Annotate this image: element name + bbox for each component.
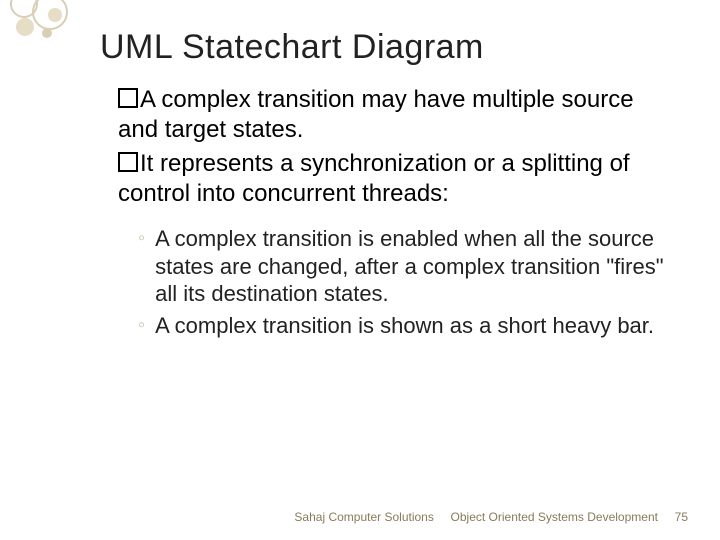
page-number: 75	[675, 510, 688, 524]
sub-bullet-text: A complex transition is enabled when all…	[155, 225, 672, 308]
bullet-text: It represents a synchronization or a spl…	[118, 150, 630, 207]
ring-bullet-icon: ◦	[138, 312, 145, 340]
footer-course: Object Oriented Systems Development	[451, 510, 658, 524]
slide: UML Statechart Diagram A complex transit…	[0, 0, 720, 540]
square-bullet-icon	[118, 152, 138, 172]
bullet-item: A complex transition may have multiple s…	[118, 85, 672, 145]
bullet-item: It represents a synchronization or a spl…	[118, 149, 672, 209]
ring-bullet-icon: ◦	[138, 225, 145, 308]
sub-bullet-item: ◦ A complex transition is enabled when a…	[138, 225, 672, 308]
square-bullet-icon	[118, 88, 138, 108]
bullet-text: A complex transition may have multiple s…	[118, 86, 634, 143]
sub-bullet-list: ◦ A complex transition is enabled when a…	[118, 225, 672, 339]
footer-org: Sahaj Computer Solutions	[294, 510, 433, 524]
slide-footer: Sahaj Computer Solutions Object Oriented…	[294, 510, 688, 524]
bullet-list: A complex transition may have multiple s…	[100, 85, 672, 339]
sub-bullet-item: ◦ A complex transition is shown as a sho…	[138, 312, 672, 340]
sub-bullet-text: A complex transition is shown as a short…	[155, 312, 672, 340]
slide-title: UML Statechart Diagram	[100, 28, 672, 67]
